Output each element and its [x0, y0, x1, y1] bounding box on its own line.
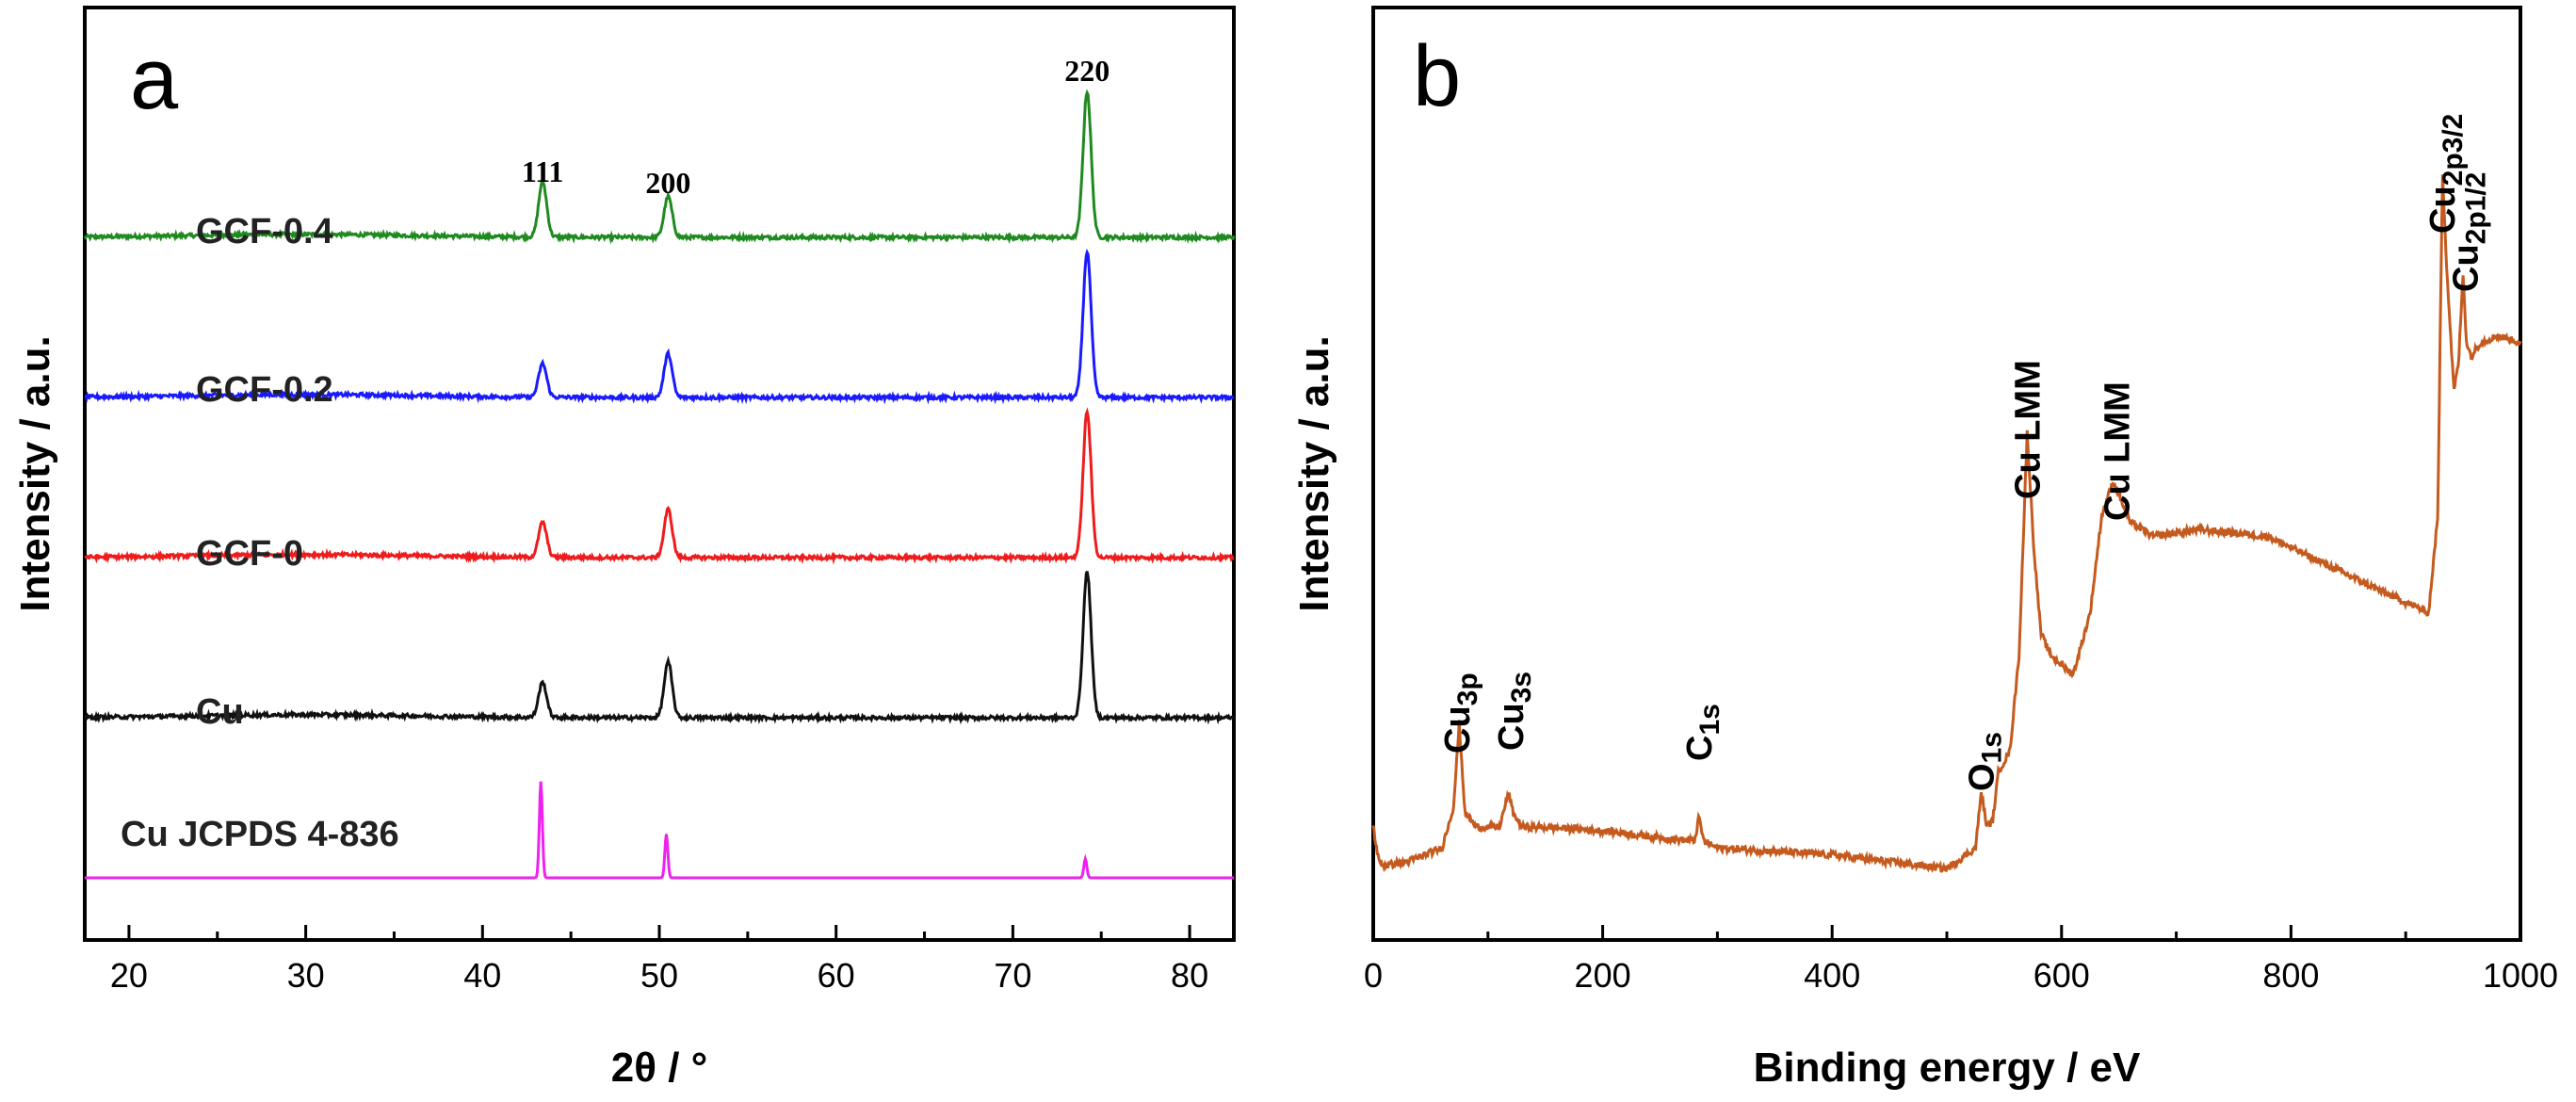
peak-label: Cu2p1/2: [2447, 172, 2492, 292]
peak-label: Cu LMM: [2098, 381, 2137, 521]
series-label: Cu: [196, 692, 244, 732]
panel-a-x-ticks: 20 30 40 50 60 70 80: [110, 925, 1208, 995]
peak-label: O1s: [1963, 732, 2008, 791]
svg-text:Cu2p3/2: Cu2p3/2: [2423, 114, 2469, 234]
svg-text:O1s: O1s: [1963, 732, 2008, 791]
series-label: Cu JCPDS 4-836: [121, 815, 399, 854]
x-tick-label: 60: [818, 956, 855, 995]
peak-label: 200: [645, 166, 690, 200]
panel-b-x-axis-label: Binding energy / eV: [1754, 1045, 2141, 1091]
x-tick-label: 70: [994, 956, 1031, 995]
series-line: [85, 781, 1234, 880]
panel-a-peak-labels: 111 200 220: [522, 54, 1110, 200]
series-label: GCF-0: [196, 534, 303, 574]
panel-b-label: b: [1413, 28, 1461, 124]
xps-spectrum-line: [1371, 174, 2522, 873]
panel-a-series: GCF-0.4 GCF-0.2 GCF-0 Cu Cu JCPDS 4-836: [83, 89, 1236, 880]
x-tick-label: 50: [640, 956, 678, 995]
panel-b-frame: [1371, 6, 2522, 942]
peak-label: 220: [1064, 54, 1110, 88]
x-tick-label: 400: [1804, 956, 1860, 995]
panel-a: a 20 30 40 50 60 70 80 GCF-0.4 GCF-0.2 GCF-0 Cu Cu…: [12, 6, 1236, 1091]
svg-text:C1s: C1s: [1680, 704, 1725, 761]
series-line: [84, 407, 1235, 565]
panel-a-y-axis-label: Intensity / a.u.: [12, 335, 58, 611]
panel-b-x-ticks: 0 200 400 600 800 1000: [1364, 925, 2558, 995]
peak-label: Cu3p: [1438, 673, 1483, 754]
svg-text:Cu3p: Cu3p: [1438, 673, 1483, 754]
x-tick-label: 600: [2033, 956, 2090, 995]
panel-b-y-axis-label: Intensity / a.u.: [1291, 335, 1337, 611]
panel-a-label: a: [130, 31, 179, 127]
x-tick-label: 80: [1171, 956, 1208, 995]
x-tick-label: 800: [2262, 956, 2319, 995]
series-line: [84, 248, 1235, 405]
x-tick-label: 30: [287, 956, 325, 995]
peak-label: Cu2p3/2: [2423, 114, 2469, 234]
x-tick-label: 200: [1575, 956, 1631, 995]
peak-label: Cu3s: [1492, 672, 1537, 751]
svg-text:Cu3s: Cu3s: [1492, 672, 1537, 751]
peak-label: Cu LMM: [2008, 360, 2048, 499]
panel-b-series: [1371, 174, 2522, 873]
series-line: [83, 571, 1236, 725]
x-tick-label: 20: [110, 956, 148, 995]
peak-label: C1s: [1680, 704, 1725, 761]
svg-text:Cu LMM: Cu LMM: [2008, 360, 2048, 499]
svg-text:Cu2p1/2: Cu2p1/2: [2447, 172, 2492, 292]
x-tick-label: 40: [463, 956, 501, 995]
series-line: [83, 89, 1236, 245]
x-tick-label: 0: [1364, 956, 1383, 995]
peak-label: 111: [522, 154, 563, 188]
panel-a-x-axis-label: 2θ / °: [611, 1045, 708, 1091]
series-label: GCF-0.4: [196, 212, 333, 251]
x-tick-label: 1000: [2483, 956, 2558, 995]
svg-text:Cu LMM: Cu LMM: [2098, 381, 2137, 521]
panel-a-frame: [83, 6, 1236, 942]
series-label: GCF-0.2: [196, 370, 333, 410]
